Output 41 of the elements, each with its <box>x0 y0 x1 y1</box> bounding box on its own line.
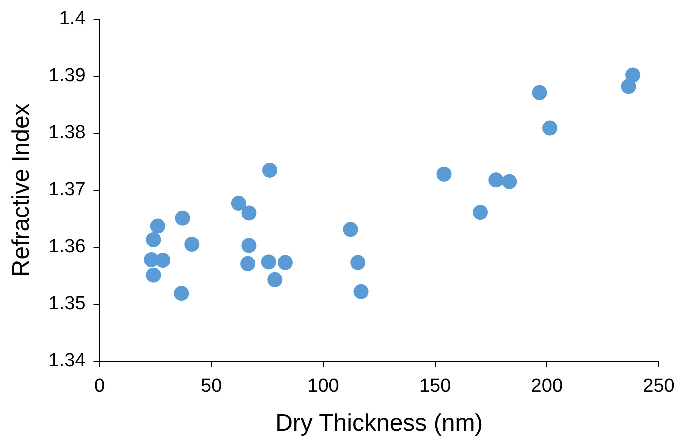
x-tick-label: 0 <box>94 376 106 398</box>
y-axis-title: Refractive Index <box>8 104 36 278</box>
y-tick-label: 1.4 <box>59 8 86 30</box>
y-tick-label: 1.35 <box>48 294 86 315</box>
y-tick-label: 1.34 <box>48 350 86 372</box>
x-tick-label: 150 <box>419 376 452 398</box>
point <box>240 256 256 272</box>
point <box>488 172 504 188</box>
point <box>621 79 636 94</box>
y-tick-label: 1.39 <box>48 66 86 87</box>
x-tick-label: 200 <box>531 376 564 398</box>
point <box>146 232 162 248</box>
point <box>268 272 283 288</box>
y-tick-label: 1.36 <box>48 236 86 258</box>
point <box>278 255 293 270</box>
point <box>343 222 358 238</box>
point <box>350 255 366 270</box>
point <box>542 120 558 136</box>
y-tick-label: 1.37 <box>48 180 86 201</box>
point <box>242 206 257 221</box>
point <box>532 85 548 100</box>
x-axis-title: Dry Thickness (nm) <box>276 410 484 438</box>
point <box>231 196 246 212</box>
point <box>175 210 190 226</box>
point <box>174 286 190 302</box>
point <box>436 166 452 182</box>
x-tick-label: 100 <box>308 376 340 398</box>
point <box>262 162 278 178</box>
point <box>184 237 200 252</box>
point <box>242 238 257 254</box>
point <box>472 205 488 220</box>
y-tick-label: 1.38 <box>48 122 86 144</box>
x-tick-label: 250 <box>643 376 675 398</box>
point <box>261 254 276 270</box>
point <box>354 284 369 300</box>
point <box>156 253 171 268</box>
point <box>146 268 162 283</box>
point <box>150 218 166 234</box>
point <box>502 174 518 190</box>
x-tick-label: 50 <box>201 376 222 398</box>
point <box>626 68 641 83</box>
